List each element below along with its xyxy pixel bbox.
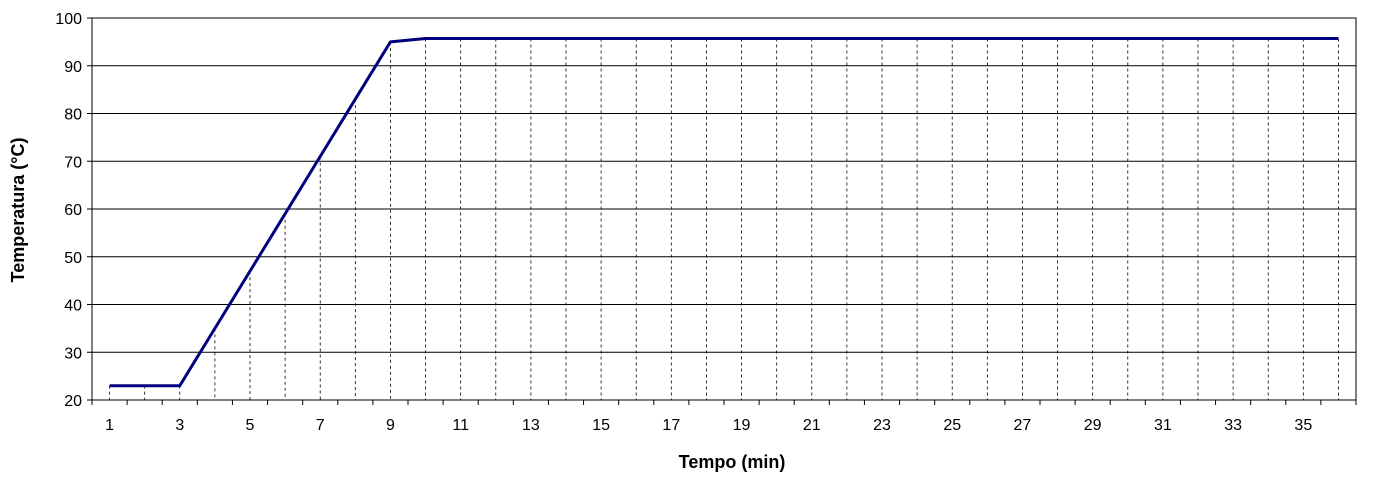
x-tick-label: 17: [662, 417, 680, 434]
x-tick-label: 11: [452, 417, 469, 434]
x-tick-label: 13: [522, 417, 540, 434]
x-tick-label: 9: [386, 417, 395, 434]
x-axis-ticks: 1 3 5 7 9 11 13 15 17 19 21 23 25 27 29 31 33 35: [91, 400, 1357, 434]
x-tick-label: 31: [1154, 417, 1172, 434]
y-tick-label: 40: [64, 298, 82, 315]
x-tick-label: 21: [803, 417, 821, 434]
y-tick-label: 80: [64, 107, 82, 124]
x-tick-label: 7: [316, 417, 325, 434]
x-tick-label: 33: [1224, 417, 1242, 434]
y-tick-label: 30: [64, 345, 82, 362]
y-tick-label: 90: [64, 59, 82, 76]
x-tick-label: 15: [592, 417, 610, 434]
x-tick-label: 1: [105, 417, 114, 434]
y-tick-label: 50: [64, 250, 82, 267]
y-tick-label: 60: [64, 202, 82, 219]
grid: [92, 17, 1356, 401]
x-tick-label: 3: [175, 417, 184, 434]
temperature-series-line: [109, 37, 1339, 388]
data-line-layer: [109, 37, 1339, 388]
x-tick-label: 23: [873, 417, 891, 434]
x-tick-label: 19: [733, 417, 751, 434]
y-tick-label: 70: [64, 154, 82, 171]
x-axis-title: Tempo (min): [679, 452, 786, 472]
x-tick-label: 29: [1084, 417, 1102, 434]
y-axis-ticks: 20 30 40 50 60 70 80 90 100: [55, 11, 92, 410]
y-tick-label: 20: [64, 393, 82, 410]
y-tick-label: 100: [55, 11, 82, 28]
x-tick-label: 35: [1294, 417, 1312, 434]
x-tick-label: 25: [943, 417, 961, 434]
y-axis-title: Temperatura (°C): [8, 138, 28, 283]
x-tick-label: 27: [1014, 417, 1032, 434]
x-tick-label: 5: [246, 417, 255, 434]
